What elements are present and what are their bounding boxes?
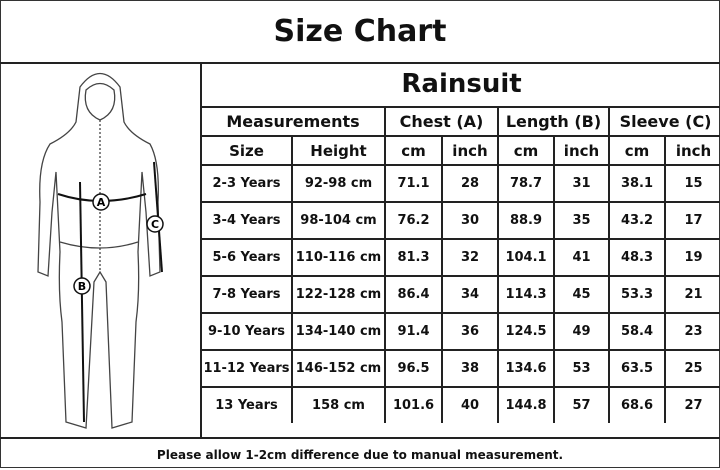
- table-cell: 124.5: [497, 312, 555, 351]
- label-c: C: [151, 218, 159, 231]
- table-cell: 28: [441, 164, 499, 203]
- table-cell: 53.3: [608, 275, 666, 314]
- label-a: A: [97, 196, 106, 209]
- size-table: Rainsuit Measurements Chest (A) Length (…: [199, 62, 720, 423]
- table-cell: 34: [441, 275, 499, 314]
- table-cell: 101.6: [384, 386, 443, 423]
- sub-header: inch: [663, 135, 720, 166]
- table-cell: 5-6 Years: [200, 238, 293, 277]
- sub-header: cm: [384, 135, 443, 166]
- table-cell: 13 Years: [200, 386, 293, 423]
- table-row: 11-12 Years 146-152 cm 96.5 38 134.6 53 63.5 25: [200, 349, 720, 388]
- table-cell: 76.2: [384, 201, 443, 240]
- table-cell: 57: [553, 386, 610, 423]
- table-cell: 25: [663, 349, 720, 388]
- table-cell: 81.3: [384, 238, 443, 277]
- table-row: 5-6 Years 110-116 cm 81.3 32 104.1 41 48.3 19: [200, 238, 720, 277]
- table-cell: 71.1: [384, 164, 443, 203]
- page-title: Size Chart: [0, 0, 720, 64]
- table-cell: 63.5: [608, 349, 666, 388]
- table-cell: 27: [663, 386, 720, 423]
- footer-note: Please allow 1-2cm difference due to man…: [0, 437, 720, 470]
- header-length: Length (B): [497, 106, 610, 137]
- sub-header: cm: [497, 135, 555, 166]
- table-cell: 96.5: [384, 349, 443, 388]
- table-row: 13 Years 158 cm 101.6 40 144.8 57 68.6 27: [200, 386, 720, 423]
- table-row: 3-4 Years 98-104 cm 76.2 30 88.9 35 43.2 17: [200, 201, 720, 240]
- table-cell: 68.6: [608, 386, 666, 423]
- rainsuit-illustration: A C B: [0, 62, 202, 437]
- table-cell: 91.4: [384, 312, 443, 351]
- table-cell: 7-8 Years: [200, 275, 293, 314]
- table-cell: 38.1: [608, 164, 666, 203]
- table-cell: 11-12 Years: [200, 349, 293, 388]
- table-cell: 21: [663, 275, 720, 314]
- header-measurements: Measurements: [200, 106, 386, 137]
- table-cell: 41: [553, 238, 610, 277]
- label-b-circle: [73, 277, 91, 295]
- table-cell: 23: [663, 312, 720, 351]
- table-cell: 19: [663, 238, 720, 277]
- table-cell: 158 cm: [291, 386, 386, 423]
- table-cell: 53: [553, 349, 610, 388]
- table-cell: 30: [441, 201, 499, 240]
- table-cell: 40: [441, 386, 499, 423]
- table-cell: 38: [441, 349, 499, 388]
- rainsuit-sketch: A C B: [37, 72, 164, 429]
- sub-header: inch: [553, 135, 610, 166]
- table-cell: 31: [553, 164, 610, 203]
- sub-header: Height: [291, 135, 386, 166]
- table-cell: 3-4 Years: [200, 201, 293, 240]
- table-cell: 114.3: [497, 275, 555, 314]
- table-cell: 36: [441, 312, 499, 351]
- table-cell: 92-98 cm: [291, 164, 386, 203]
- table-cell: 35: [553, 201, 610, 240]
- table-cell: 9-10 Years: [200, 312, 293, 351]
- table-row: 7-8 Years 122-128 cm 86.4 34 114.3 45 53.3 21: [200, 275, 720, 314]
- table-cell: 86.4: [384, 275, 443, 314]
- sub-header: Size: [200, 135, 293, 166]
- table-row: 2-3 Years 92-98 cm 71.1 28 78.7 31 38.1 15: [200, 164, 720, 203]
- table-cell: 78.7: [497, 164, 555, 203]
- table-cell: 134.6: [497, 349, 555, 388]
- table-cell: 98-104 cm: [291, 201, 386, 240]
- table-cell: 104.1: [497, 238, 555, 277]
- label-c-circle: [146, 215, 164, 233]
- table-cell: 45: [553, 275, 610, 314]
- table-cell: 48.3: [608, 238, 666, 277]
- table-cell: 49: [553, 312, 610, 351]
- table-cell: 146-152 cm: [291, 349, 386, 388]
- header-chest: Chest (A): [384, 106, 499, 137]
- table-cell: 88.9: [497, 201, 555, 240]
- table-row: 9-10 Years 134-140 cm 91.4 36 124.5 49 58.4 23: [200, 312, 720, 351]
- header-sleeve: Sleeve (C): [607, 106, 720, 137]
- table-cell: 144.8: [497, 386, 555, 423]
- table-cell: 122-128 cm: [291, 275, 386, 314]
- table-cell: 2-3 Years: [200, 164, 293, 203]
- label-a-circle: [92, 193, 110, 211]
- product-name: Rainsuit: [199, 62, 720, 108]
- table-cell: 43.2: [608, 201, 666, 240]
- sub-header: cm: [608, 135, 666, 166]
- label-b: B: [78, 280, 86, 293]
- table-cell: 58.4: [608, 312, 666, 351]
- sub-header: inch: [441, 135, 499, 166]
- table-cell: 15: [663, 164, 720, 203]
- table-cell: 110-116 cm: [291, 238, 386, 277]
- table-cell: 17: [663, 201, 720, 240]
- table-cell: 32: [441, 238, 499, 277]
- table-cell: 134-140 cm: [291, 312, 386, 351]
